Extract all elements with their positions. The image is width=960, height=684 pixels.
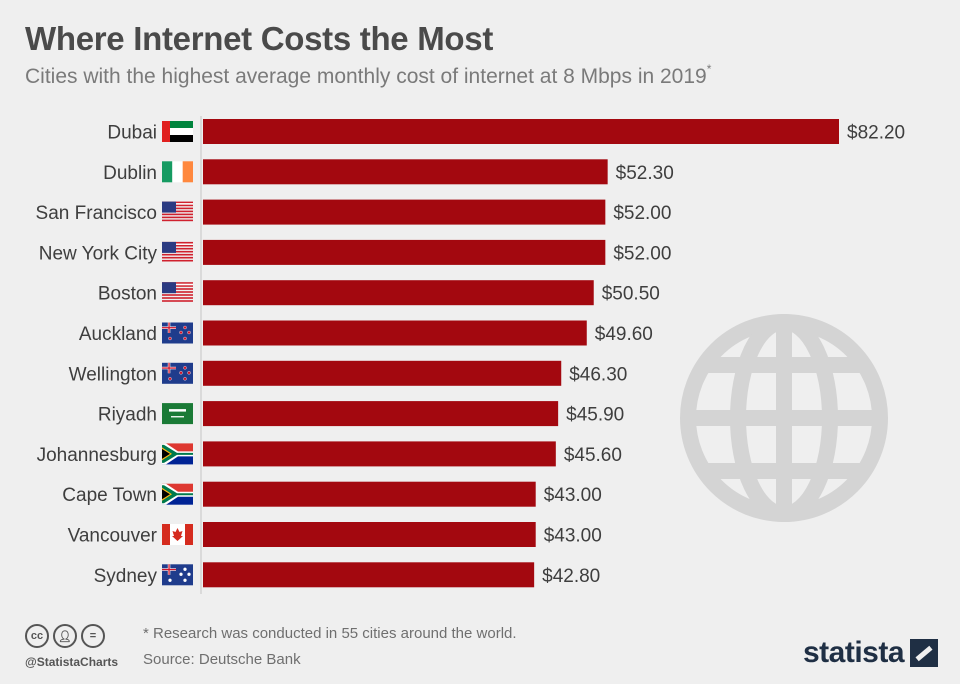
- value-label: $52.00: [613, 203, 671, 224]
- category-label: Dubai: [107, 123, 157, 144]
- category-label: San Francisco: [36, 203, 157, 224]
- category-label: Dublin: [103, 163, 157, 184]
- category-label: Cape Town: [62, 485, 157, 506]
- category-label: New York City: [39, 243, 158, 264]
- category-label: Boston: [98, 284, 157, 305]
- value-label: $45.90: [566, 405, 624, 426]
- value-label: $50.50: [602, 284, 660, 305]
- new-zealand-flag-icon: [162, 322, 193, 344]
- category-label: Sydney: [94, 566, 158, 587]
- canada-flag-icon: [162, 524, 193, 545]
- value-label: $49.60: [595, 324, 653, 345]
- globe-icon: [680, 314, 888, 522]
- usa-flag-icon: [162, 282, 193, 302]
- chart-subtitle: Cities with the highest average monthly …: [25, 62, 712, 89]
- bar: [203, 441, 556, 467]
- bar: [203, 280, 594, 306]
- bar: [203, 360, 562, 386]
- chart-title: Where Internet Costs the Most: [25, 20, 494, 57]
- brand-name: statista: [803, 636, 905, 669]
- category-label: Vancouver: [68, 526, 158, 547]
- value-label: $46.30: [569, 364, 627, 385]
- value-label: $52.30: [616, 163, 674, 184]
- statista-handle: @StatistaCharts: [25, 655, 119, 669]
- bar: [203, 481, 536, 507]
- bar: [203, 522, 536, 547]
- statista-logo-icon: [910, 639, 939, 667]
- bar: [203, 119, 839, 144]
- value-label: $42.80: [542, 566, 600, 587]
- bar: [203, 239, 606, 265]
- south-africa-flag-icon: [162, 483, 193, 505]
- usa-flag-icon: [162, 241, 193, 262]
- ireland-flag-icon: [162, 161, 193, 183]
- south-africa-flag-icon: [162, 443, 193, 465]
- creative-commons-icon: cc: [25, 624, 49, 648]
- value-label: $43.00: [544, 485, 602, 506]
- statista-logo[interactable]: statista: [803, 636, 939, 670]
- value-label: $45.60: [564, 445, 622, 466]
- value-label: $43.00: [544, 526, 602, 547]
- bar: [203, 159, 608, 185]
- value-label: $52.00: [613, 243, 671, 264]
- bar: [203, 320, 587, 346]
- bar: [203, 401, 559, 427]
- value-label: $82.20: [847, 123, 905, 144]
- no-derivatives-icon: =: [81, 624, 105, 648]
- footnote: * Research was conducted in 55 cities ar…: [143, 625, 517, 642]
- subtitle-footnote-mark: *: [706, 62, 712, 76]
- license-icons: cc 👤︎ =: [25, 624, 105, 648]
- uae-flag-icon: [162, 121, 193, 142]
- australia-flag-icon: [162, 564, 193, 586]
- category-label: Wellington: [69, 364, 157, 385]
- new-zealand-flag-icon: [162, 362, 193, 384]
- bar: [203, 562, 535, 588]
- bar: [203, 199, 606, 225]
- category-label: Johannesburg: [37, 445, 157, 466]
- subtitle-text: Cities with the highest average monthly …: [25, 65, 707, 88]
- source-text: Source: Deutsche Bank: [143, 651, 301, 668]
- category-label: Auckland: [79, 324, 157, 345]
- usa-flag-icon: [162, 201, 193, 222]
- attribution-icon: 👤︎: [53, 624, 77, 648]
- saudi-arabia-flag-icon: [162, 403, 193, 425]
- category-label: Riyadh: [98, 405, 157, 426]
